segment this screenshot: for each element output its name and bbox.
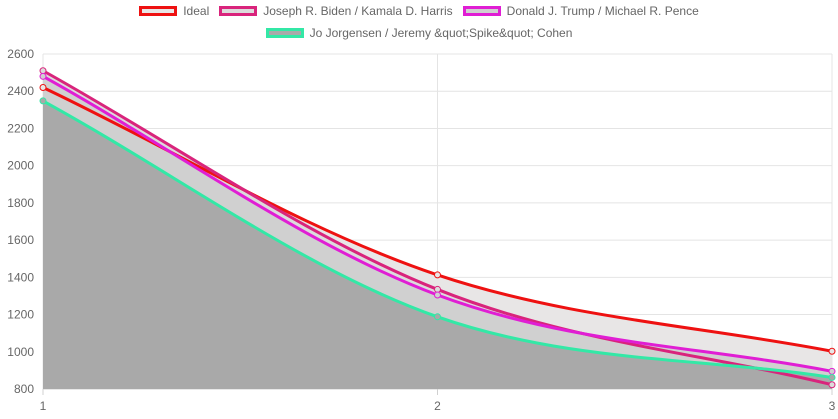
legend-item-ideal[interactable]: Ideal (139, 4, 209, 18)
y-tick-label: 800 (14, 382, 34, 396)
x-tick-label: 3 (829, 399, 836, 413)
y-tick-label: 2000 (7, 159, 34, 173)
data-point-trump-pence (828, 367, 836, 375)
legend-row-2: Jo Jorgensen / Jeremy &quot;Spike&quot; … (0, 22, 838, 44)
legend-label-trump-pence: Donald J. Trump / Michael R. Pence (506, 4, 699, 18)
y-tick-label: 1000 (7, 345, 34, 359)
data-point-jorgensen-cohen (828, 373, 836, 381)
data-point-trump-pence (39, 72, 47, 80)
legend: Ideal Joseph R. Biden / Kamala D. Harris… (0, 0, 838, 44)
data-point-ideal (434, 271, 441, 279)
legend-item-trump-pence[interactable]: Donald J. Trump / Michael R. Pence (462, 4, 699, 18)
legend-item-biden-harris[interactable]: Joseph R. Biden / Kamala D. Harris (219, 4, 453, 18)
legend-swatch-ideal (139, 6, 178, 16)
data-point-ideal (828, 347, 836, 355)
legend-swatch-biden-harris (219, 6, 258, 16)
legend-row-1: Ideal Joseph R. Biden / Kamala D. Harris… (0, 0, 838, 22)
legend-label-ideal: Ideal (183, 4, 210, 18)
x-axis: 1 2 3 (40, 399, 836, 413)
y-tick-label: 1200 (7, 308, 34, 322)
data-point-biden-harris (828, 381, 836, 389)
data-point-trump-pence (434, 291, 441, 299)
y-tick-label: 2200 (7, 121, 34, 135)
legend-label-biden-harris: Joseph R. Biden / Kamala D. Harris (263, 4, 453, 18)
x-tick-label: 2 (434, 399, 441, 413)
legend-swatch-trump-pence (462, 6, 501, 16)
data-points (39, 67, 836, 389)
y-axis: 2600 2400 2200 2000 1800 1600 1400 1200 1000 800 (7, 47, 34, 396)
data-point-ideal (39, 84, 47, 91)
data-point-jorgensen-cohen (434, 313, 441, 321)
data-point-jorgensen-cohen (39, 97, 47, 105)
y-tick-label: 2600 (7, 47, 34, 61)
legend-swatch-jorgensen-cohen (265, 28, 304, 38)
series-area-jorgensen-cohen (43, 100, 832, 390)
y-tick-label: 1600 (7, 233, 34, 247)
y-tick-label: 1400 (7, 270, 34, 284)
y-tick-label: 2400 (7, 84, 34, 98)
series-areas (43, 70, 832, 390)
y-tick-label: 1800 (7, 196, 34, 210)
legend-label-jorgensen-cohen: Jo Jorgensen / Jeremy &quot;Spike&quot; … (309, 26, 573, 40)
x-tick-label: 1 (40, 399, 47, 413)
legend-item-jorgensen-cohen[interactable]: Jo Jorgensen / Jeremy &quot;Spike&quot; … (265, 26, 573, 40)
